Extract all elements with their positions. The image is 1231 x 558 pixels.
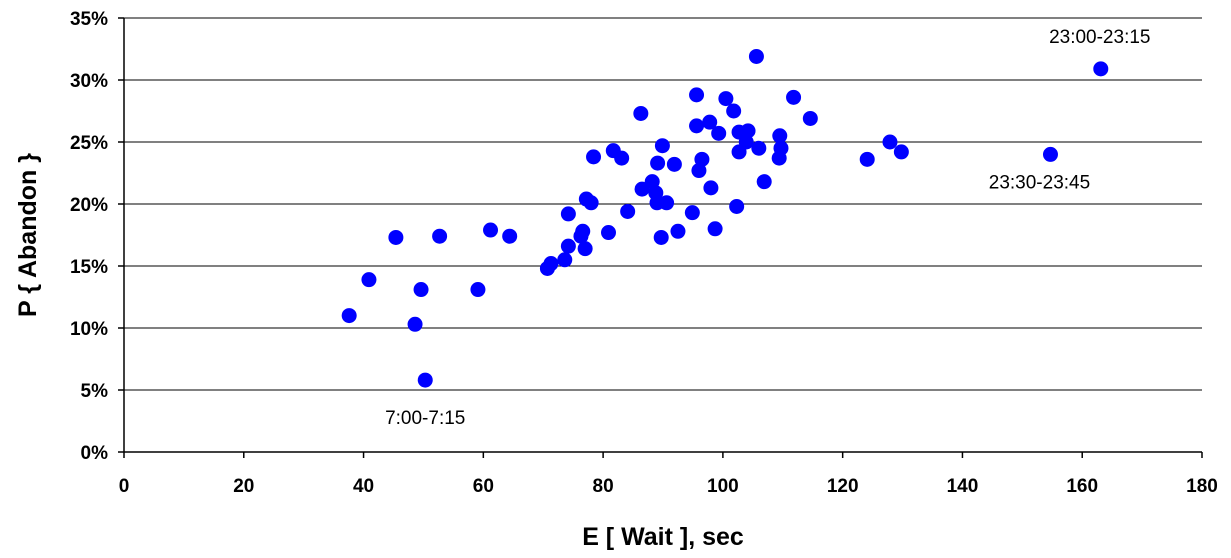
- y-tick-label: 20%: [70, 195, 108, 216]
- x-tick-label: 180: [1186, 476, 1218, 497]
- data-point: [361, 272, 377, 288]
- annotation-label: 23:00-23:15: [1049, 27, 1150, 48]
- axes: [123, 18, 1202, 453]
- data-point: [751, 140, 767, 156]
- annotation-label: 23:30-23:45: [989, 172, 1090, 193]
- data-point: [659, 195, 675, 211]
- data-point: [748, 48, 764, 64]
- data-point: [583, 195, 599, 211]
- data-points: [341, 48, 1109, 388]
- y-axis-title: P { Abandon }: [14, 153, 42, 317]
- data-point: [614, 150, 630, 166]
- data-point: [470, 282, 486, 298]
- data-point: [483, 222, 499, 238]
- x-axis-title: E [ Wait ], sec: [582, 523, 744, 551]
- data-point: [670, 223, 686, 239]
- data-point: [413, 282, 429, 298]
- data-point: [738, 134, 754, 150]
- data-point: [407, 316, 423, 332]
- y-tick-label: 25%: [70, 133, 108, 154]
- data-point: [543, 256, 559, 272]
- y-tick-label: 10%: [70, 319, 108, 340]
- annotation-label: 7:00-7:15: [385, 408, 465, 429]
- data-point: [620, 203, 636, 219]
- data-point: [557, 252, 573, 268]
- data-point: [773, 140, 789, 156]
- x-tick-label: 100: [707, 476, 739, 497]
- x-tick-label: 20: [233, 476, 254, 497]
- data-point: [859, 151, 875, 167]
- data-point: [711, 125, 727, 141]
- data-point: [417, 372, 433, 388]
- data-point: [666, 156, 682, 172]
- data-point: [633, 105, 649, 121]
- y-axis-ticks: 0% 5% 10% 15% 20% 25% 30% 35%: [70, 9, 124, 464]
- data-point: [756, 174, 772, 190]
- y-tick-label: 30%: [70, 71, 108, 92]
- data-point: [893, 144, 909, 160]
- x-axis-ticks: 0 20 40 60 80 100 120 140 160 180: [119, 452, 1218, 497]
- data-point: [694, 151, 710, 167]
- data-point: [388, 229, 404, 245]
- data-point: [560, 238, 576, 254]
- data-point: [502, 228, 518, 244]
- x-tick-label: 160: [1066, 476, 1098, 497]
- data-point: [740, 123, 756, 139]
- annotations: 23:00-23:15 23:30-23:45 7:00-7:15: [385, 27, 1150, 429]
- data-point: [575, 223, 591, 239]
- x-tick-label: 40: [353, 476, 374, 497]
- y-tick-label: 0%: [81, 443, 109, 464]
- data-point: [1042, 146, 1058, 162]
- data-point: [650, 155, 666, 171]
- data-point: [729, 198, 745, 214]
- x-tick-label: 0: [119, 476, 130, 497]
- x-tick-label: 60: [473, 476, 494, 497]
- data-point: [689, 87, 705, 103]
- data-point: [577, 241, 593, 257]
- data-point: [702, 114, 718, 130]
- data-point: [1093, 61, 1109, 77]
- data-point: [703, 180, 719, 196]
- data-point: [432, 228, 448, 244]
- data-point: [341, 308, 357, 324]
- y-tick-label: 35%: [70, 9, 108, 30]
- x-tick-label: 80: [593, 476, 614, 497]
- y-tick-label: 5%: [81, 381, 109, 402]
- data-point: [707, 221, 723, 237]
- data-point: [684, 205, 700, 221]
- x-tick-label: 120: [827, 476, 859, 497]
- y-tick-label: 15%: [70, 257, 108, 278]
- data-point: [653, 229, 669, 245]
- data-point: [654, 138, 670, 154]
- data-point: [786, 89, 802, 105]
- data-point: [560, 206, 576, 222]
- data-point: [772, 128, 788, 144]
- data-point: [718, 91, 734, 107]
- data-point: [601, 225, 617, 241]
- x-tick-label: 140: [947, 476, 979, 497]
- data-point: [802, 110, 818, 126]
- data-point: [882, 134, 898, 150]
- data-point: [689, 118, 705, 134]
- data-point: [726, 103, 742, 119]
- data-point: [586, 149, 602, 165]
